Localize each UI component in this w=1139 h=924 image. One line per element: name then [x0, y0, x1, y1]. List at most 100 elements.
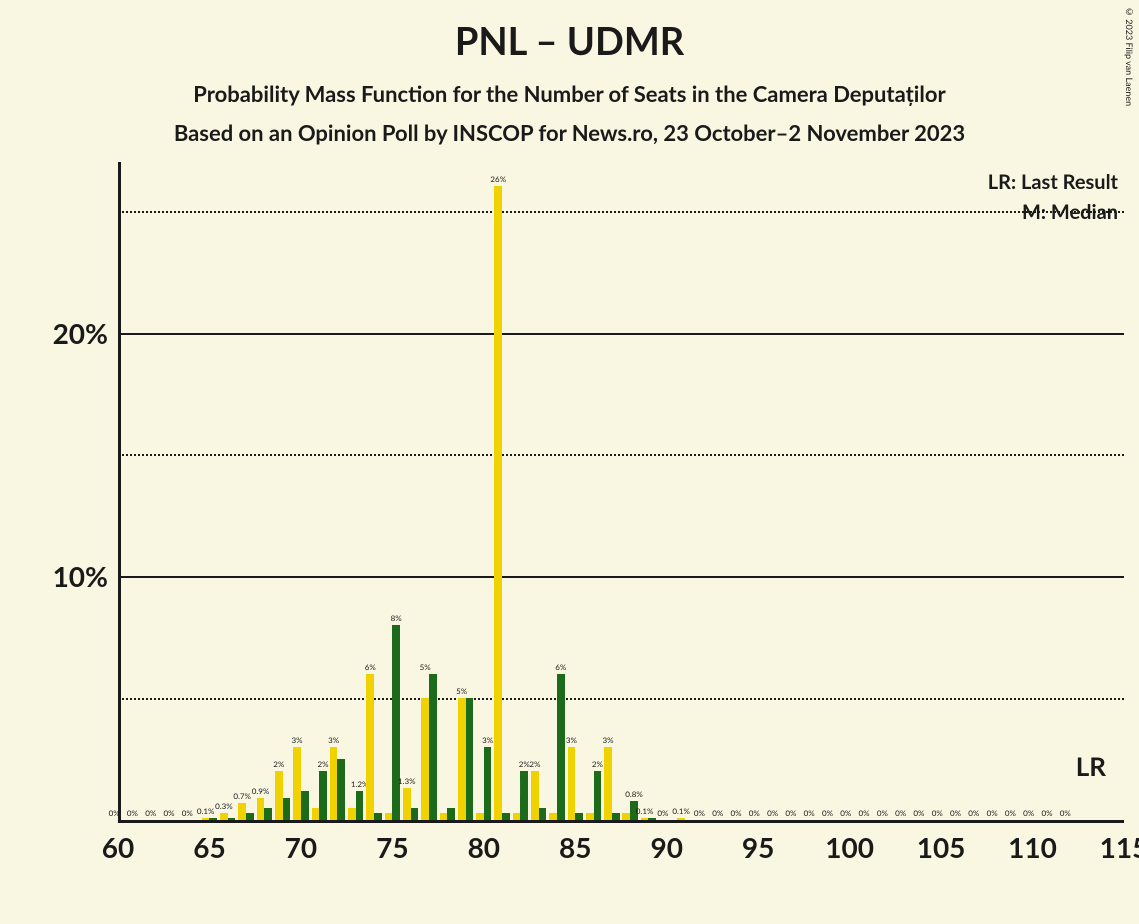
- bar-green: [557, 674, 565, 820]
- chart-subtitle-1: Probability Mass Function for the Number…: [0, 80, 1139, 107]
- bar-yellow: [604, 747, 612, 820]
- bar-green: [594, 771, 602, 820]
- bar-green: [648, 818, 656, 820]
- x-axis-label: 65: [179, 830, 239, 864]
- bar-yellow: [476, 813, 484, 820]
- bar-yellow: [220, 813, 228, 820]
- bar-value-label: 3%: [328, 735, 339, 745]
- x-axis-label: 90: [637, 830, 697, 864]
- bar-yellow: [641, 818, 649, 820]
- bar-value-label: 0%: [840, 808, 851, 818]
- y-axis-label: 10%: [28, 559, 108, 593]
- bar-green: [283, 798, 291, 820]
- x-axis-label: 80: [454, 830, 514, 864]
- bar-yellow: [677, 818, 685, 820]
- bar-yellow: [293, 747, 301, 820]
- bar-value-label: 26%: [490, 174, 506, 184]
- bar-green: [246, 813, 254, 820]
- gridline-minor: [118, 454, 1124, 456]
- bar-value-label: 3%: [602, 735, 613, 745]
- bar-value-label: 6%: [555, 662, 566, 672]
- bar-value-label: 2%: [592, 759, 603, 769]
- gridline-minor: [118, 698, 1124, 700]
- bar-value-label: 3%: [482, 735, 493, 745]
- bar-value-label: 0%: [694, 808, 705, 818]
- bar-value-label: 0%: [987, 808, 998, 818]
- bar-yellow: [275, 771, 283, 820]
- x-axis-label: 85: [545, 830, 605, 864]
- bar-value-label: 0%: [767, 808, 778, 818]
- legend-last-result: LR: Last Result: [988, 170, 1118, 194]
- x-axis-label: 110: [1003, 830, 1063, 864]
- bar-green: [539, 808, 547, 820]
- bar-value-label: 8%: [391, 613, 402, 623]
- bar-green: [374, 813, 382, 820]
- bar-yellow: [257, 798, 265, 820]
- x-axis: [118, 820, 1124, 823]
- bar-value-label: 1.3%: [398, 776, 416, 786]
- x-axis-label: 115: [1094, 830, 1139, 864]
- bar-value-label: 0%: [1060, 808, 1071, 818]
- bar-yellow: [586, 813, 594, 820]
- bar-value-label: 0%: [145, 808, 156, 818]
- bar-value-label: 3%: [566, 735, 577, 745]
- bar-green: [301, 791, 309, 820]
- bar-yellow: [458, 698, 466, 820]
- bar-green: [484, 747, 492, 820]
- bar-value-label: 0%: [164, 808, 175, 818]
- bar-value-label: 0.9%: [252, 786, 270, 796]
- x-axis-label: 100: [820, 830, 880, 864]
- bar-green: [392, 625, 400, 820]
- y-axis: [118, 162, 121, 820]
- bar-value-label: 0%: [1005, 808, 1016, 818]
- legend-median: M: Median: [1022, 200, 1118, 224]
- bar-value-label: 3%: [292, 735, 303, 745]
- y-axis-label: 20%: [28, 316, 108, 350]
- bar-green: [228, 818, 236, 820]
- bar-value-label: 0%: [804, 808, 815, 818]
- x-axis-label: 70: [271, 830, 331, 864]
- bar-yellow: [238, 803, 246, 820]
- gridline-major: [118, 333, 1124, 335]
- bar-value-label: 0%: [657, 808, 668, 818]
- x-axis-label: 95: [728, 830, 788, 864]
- bar-value-label: 2%: [529, 759, 540, 769]
- bar-green: [575, 813, 583, 820]
- x-axis-label: 105: [911, 830, 971, 864]
- bar-value-label: 0.7%: [233, 791, 251, 801]
- bar-value-label: 0%: [968, 808, 979, 818]
- bar-green: [411, 808, 419, 820]
- bar-yellow: [348, 808, 356, 820]
- bar-value-label: 5%: [420, 662, 431, 672]
- bar-value-label: 0.8%: [625, 789, 643, 799]
- bar-value-label: 0%: [1041, 808, 1052, 818]
- bar-value-label: 0.3%: [215, 801, 233, 811]
- bar-green: [319, 771, 327, 820]
- gridline-minor: [118, 211, 1124, 213]
- bar-yellow: [549, 813, 557, 820]
- bar-value-label: 0%: [895, 808, 906, 818]
- bar-yellow: [513, 813, 521, 820]
- bar-value-label: 0%: [859, 808, 870, 818]
- bar-yellow: [202, 818, 210, 820]
- x-axis-label: 75: [362, 830, 422, 864]
- bar-value-label: 0%: [932, 808, 943, 818]
- bar-yellow: [330, 747, 338, 820]
- bar-value-label: 0%: [749, 808, 760, 818]
- chart-plot-area: 0%0%0%0%0%0.1%0.3%0.7%0.9%2%3%2%3%1.2%6%…: [118, 162, 1124, 820]
- bar-green: [356, 791, 364, 820]
- bar-value-label: 0%: [785, 808, 796, 818]
- bar-green: [466, 698, 474, 820]
- bar-value-label: 0%: [109, 808, 120, 818]
- bar-value-label: 0%: [877, 808, 888, 818]
- bar-value-label: 0%: [712, 808, 723, 818]
- bar-value-label: 0.1%: [672, 806, 690, 816]
- bar-yellow: [312, 808, 320, 820]
- bar-green: [429, 674, 437, 820]
- bar-value-label: 2%: [273, 759, 284, 769]
- bar-value-label: 6%: [365, 662, 376, 672]
- bar-yellow: [494, 186, 502, 820]
- bar-value-label: 0%: [1023, 808, 1034, 818]
- bar-yellow: [440, 813, 448, 820]
- bar-value-label: 0%: [182, 808, 193, 818]
